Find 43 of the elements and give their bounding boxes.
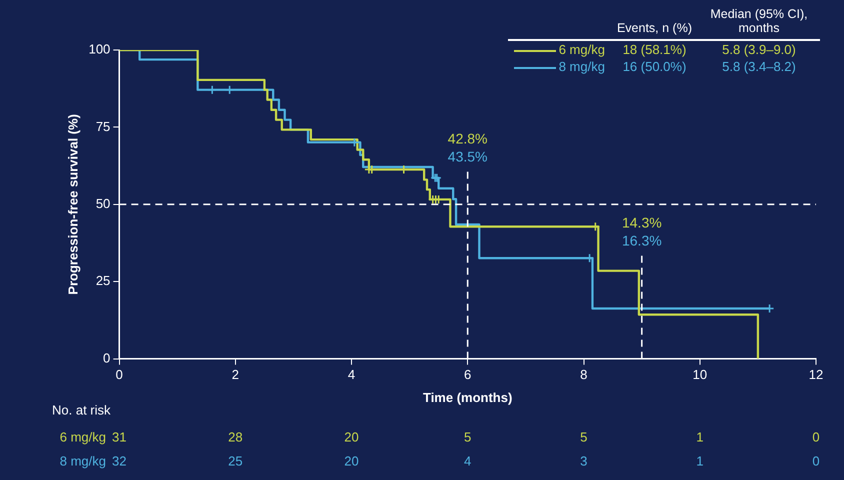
legend-label: 8 mg/kg xyxy=(558,58,606,75)
text: 8 mg/kg xyxy=(60,454,106,469)
x-tick-label: 0 xyxy=(116,367,123,382)
annotation: 5.8 (3.9–9.0) xyxy=(721,41,797,58)
x-tick-label: 8 xyxy=(580,367,588,382)
text: 32 xyxy=(112,454,127,469)
text: 20 xyxy=(344,454,359,469)
x-tick-label: 10 xyxy=(692,367,708,382)
annotation: 5.8 (3.4–8.2) xyxy=(721,58,797,75)
annotation: 43.5% xyxy=(448,148,488,164)
text: 20 xyxy=(344,430,359,445)
annotation: 14.3% xyxy=(622,214,662,230)
x-tick-label: 12 xyxy=(808,367,824,382)
y-axis-title: Progression-free survival (%) xyxy=(65,114,80,295)
x-tick-label: 4 xyxy=(348,367,356,382)
text: 0 xyxy=(812,430,820,445)
legend-label: 6 mg/kg xyxy=(558,41,606,58)
y-tick-label: 0 xyxy=(103,350,110,366)
text: 1 xyxy=(696,430,704,445)
y-tick-label: 100 xyxy=(88,42,110,57)
y-tick-label: 75 xyxy=(96,118,110,134)
x-axis-title: Time (months) xyxy=(422,390,512,405)
text: 28 xyxy=(228,430,243,445)
text: 4 xyxy=(464,454,472,469)
annotation: 18 (58.1%) xyxy=(622,41,688,58)
text: Median (95% CI), months xyxy=(698,6,820,40)
text: 3 xyxy=(580,454,588,469)
text: Events, n (%) xyxy=(610,6,698,40)
text: 5 xyxy=(580,430,588,445)
text: No. at risk xyxy=(52,402,112,418)
y-tick-label: 25 xyxy=(96,273,110,288)
annotation: 42.8% xyxy=(448,130,488,146)
annotation: 16 (50.0%) xyxy=(622,58,688,75)
y-tick-label: 50 xyxy=(96,196,110,211)
text: 0 xyxy=(812,454,820,469)
text: 5 xyxy=(464,430,472,445)
text: 31 xyxy=(112,430,127,445)
text: 1 xyxy=(696,454,704,469)
x-tick-label: 2 xyxy=(232,367,240,382)
text: 25 xyxy=(228,454,243,469)
text: 6 mg/kg xyxy=(60,430,106,445)
x-tick-label: 6 xyxy=(464,367,472,382)
annotation: 16.3% xyxy=(622,232,662,248)
